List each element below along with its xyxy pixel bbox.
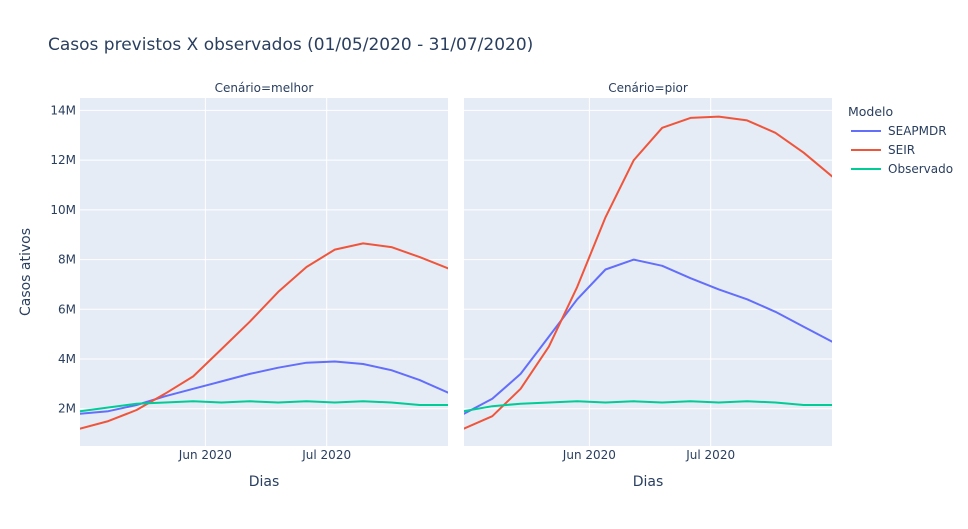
y-tick-label: 2M xyxy=(58,402,76,416)
legend-title: Modelo xyxy=(848,104,893,119)
x-tick-label: Jun 2020 xyxy=(178,448,232,462)
plot-background xyxy=(80,98,448,446)
plot-background xyxy=(464,98,832,446)
legend-label: SEIR xyxy=(888,143,915,157)
x-tick-label: Jul 2020 xyxy=(685,448,735,462)
facet-0: 2M 4M 6M 8M 10M 12M 14M Jun 2020 Jul 2020 Cenário… xyxy=(50,81,448,490)
legend-item-observado[interactable]: Observado xyxy=(851,162,953,176)
legend-item-seir[interactable]: SEIR xyxy=(851,143,915,157)
facet-title: Cenário=melhor xyxy=(215,81,314,95)
legend-items: SEAPMDR SEIR Observado xyxy=(851,124,953,176)
x-tick-label: Jun 2020 xyxy=(562,448,616,462)
x-tick-label: Jul 2020 xyxy=(301,448,351,462)
facet-1: Jun 2020 Jul 2020 Cenário=pior Dias xyxy=(464,81,832,490)
y-tick-label: 4M xyxy=(58,352,76,366)
y-tick-label: 6M xyxy=(58,302,76,316)
y-tick-label: 12M xyxy=(50,153,76,167)
chart-title: Casos previstos X observados (01/05/2020… xyxy=(48,35,533,55)
facet-title: Cenário=pior xyxy=(608,81,688,95)
legend-label: Observado xyxy=(888,162,953,176)
legend-label: SEAPMDR xyxy=(888,124,947,138)
legend-item-seapmdr[interactable]: SEAPMDR xyxy=(851,124,947,138)
y-tick-label: 14M xyxy=(50,103,76,117)
y-axis-title: Casos ativos xyxy=(18,228,34,316)
x-axis-title: Dias xyxy=(633,474,664,490)
x-axis-title: Dias xyxy=(249,474,280,490)
y-tick-label: 8M xyxy=(58,253,76,267)
legend: Modelo SEAPMDR SEIR Observado xyxy=(848,104,953,176)
y-tick-label: 10M xyxy=(50,203,76,217)
facets-group: 2M 4M 6M 8M 10M 12M 14M Jun 2020 Jul 2020 Cenário… xyxy=(50,81,832,490)
